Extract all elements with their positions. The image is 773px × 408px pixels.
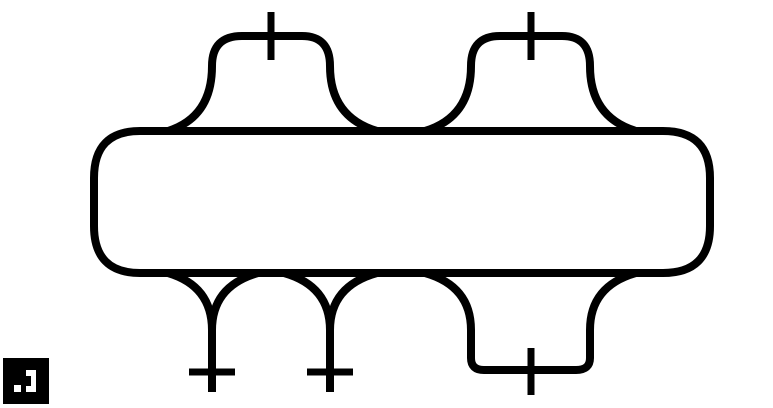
corner-badge-glyph-hook	[26, 370, 36, 392]
corner-badge-icon	[3, 358, 49, 404]
corner-badge-background	[3, 358, 49, 404]
main-loop	[90, 127, 714, 277]
lower-spur-middle-branch	[326, 269, 379, 331]
corner-badge-glyph-dot	[14, 385, 21, 392]
lower-spur-left-branch	[208, 269, 260, 331]
